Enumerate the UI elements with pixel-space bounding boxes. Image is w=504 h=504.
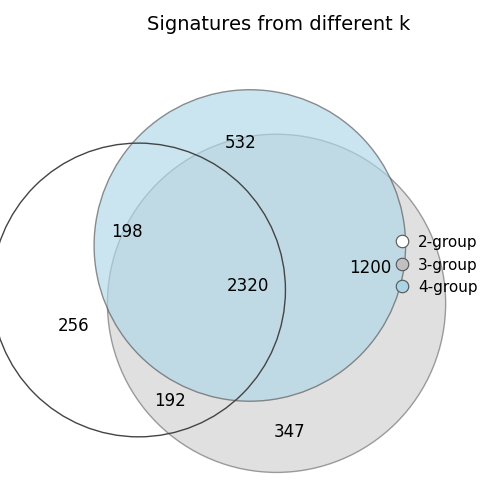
Text: 1200: 1200: [349, 259, 391, 277]
Circle shape: [94, 90, 406, 401]
Text: 198: 198: [111, 223, 143, 241]
Text: 532: 532: [225, 134, 257, 152]
Text: 347: 347: [274, 423, 306, 442]
Text: 256: 256: [58, 317, 89, 335]
Legend: 2-group, 3-group, 4-group: 2-group, 3-group, 4-group: [394, 230, 482, 300]
Title: Signatures from different k: Signatures from different k: [147, 15, 410, 34]
Circle shape: [107, 134, 446, 472]
Text: 2320: 2320: [227, 277, 269, 294]
Text: 192: 192: [154, 392, 185, 410]
